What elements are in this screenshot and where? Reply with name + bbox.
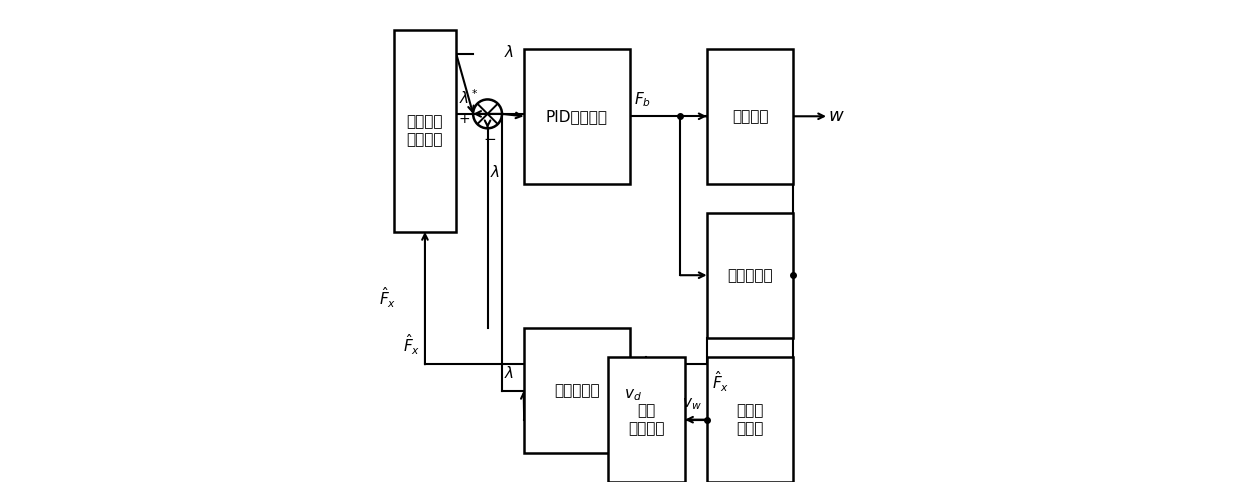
Text: $w$: $w$ xyxy=(828,107,844,125)
Text: $F_b$: $F_b$ xyxy=(635,90,651,109)
Text: 黏着力估计: 黏着力估计 xyxy=(727,268,773,283)
Text: +: + xyxy=(459,112,470,126)
Text: 轴速度
传感器: 轴速度 传感器 xyxy=(737,403,764,436)
Text: $\lambda^*$: $\lambda^*$ xyxy=(459,88,479,107)
Text: $\hat{F}_x$: $\hat{F}_x$ xyxy=(712,369,729,394)
Bar xyxy=(707,49,794,184)
Bar xyxy=(393,29,456,232)
Text: $v_w$: $v_w$ xyxy=(682,397,702,412)
Text: $\lambda$: $\lambda$ xyxy=(505,44,515,60)
Bar xyxy=(707,213,794,338)
Bar xyxy=(608,357,684,483)
Text: $\boldsymbol{v_d}$: $\boldsymbol{v_d}$ xyxy=(624,388,641,403)
Text: $\lambda$: $\lambda$ xyxy=(505,365,515,381)
Bar xyxy=(523,49,630,184)
Text: 计算
参考车速: 计算 参考车速 xyxy=(629,403,665,436)
Text: −: − xyxy=(484,132,496,147)
Bar xyxy=(523,328,630,454)
Text: $\lambda$: $\lambda$ xyxy=(491,164,501,180)
Text: 最优滑移
率估计器: 最优滑移 率估计器 xyxy=(407,114,443,147)
Bar xyxy=(707,357,794,483)
Text: PID控制算法: PID控制算法 xyxy=(546,109,608,124)
Text: $\hat{F}_x$: $\hat{F}_x$ xyxy=(378,286,396,311)
Text: 轨道车辆: 轨道车辆 xyxy=(732,109,769,124)
Text: 滑移率计算: 滑移率计算 xyxy=(554,384,599,398)
Text: $\hat{F}_x$: $\hat{F}_x$ xyxy=(403,332,420,357)
